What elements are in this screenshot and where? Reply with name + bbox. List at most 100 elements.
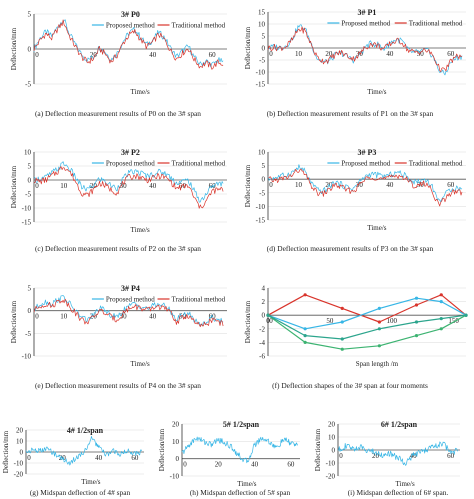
y-tick-label: -2	[259, 325, 265, 333]
data-point	[439, 300, 443, 304]
y-tick-label: 5	[262, 33, 266, 41]
data-point	[414, 303, 419, 307]
y-tick-label: 0	[28, 307, 32, 315]
x-axis-label: Time/s	[131, 226, 150, 234]
series-line-2	[33, 166, 224, 209]
x-axis-label: Time/s	[367, 88, 386, 96]
data-point	[377, 344, 381, 348]
data-point	[340, 347, 344, 351]
panel-title: 4# 1/2span	[67, 426, 104, 435]
legend-entry-traditional: Traditional method	[172, 296, 226, 304]
y-tick-label: -10	[170, 473, 180, 481]
y-tick-label: 5	[28, 163, 32, 171]
y-tick-label: 0	[262, 45, 266, 53]
y-tick-label: 0	[332, 447, 336, 455]
data-point	[377, 320, 381, 324]
y-tick-label: -15	[22, 219, 32, 227]
y-tick-label: -5	[25, 330, 31, 338]
y-tick-label: -5	[259, 57, 265, 65]
series-line-2	[267, 297, 467, 330]
x-tick-label: 60	[209, 51, 217, 59]
panel-title: 3# P3	[358, 148, 377, 157]
y-tick-label: 0	[176, 455, 180, 463]
data-point	[303, 340, 307, 344]
y-axis-label: Deflection/mm	[10, 165, 18, 208]
series-line-1	[33, 161, 224, 203]
panel-caption: (a) Deflection measurement results of P0…	[35, 109, 201, 118]
x-tick-label: 0	[183, 461, 187, 469]
x-tick-label: 0	[339, 452, 343, 460]
x-axis-label: Time/s	[131, 360, 150, 368]
panel-title: 6# 1/2span	[381, 420, 418, 429]
y-tick-label: 10	[258, 149, 266, 157]
series-line-2	[33, 19, 224, 70]
panel-caption: (h) Midspan deflection of 5# span	[190, 488, 291, 497]
chart-panel-2: -15 -10 -5 0 5 10 15 10 20 30 40 50 60 0 Time/s Deflect…	[244, 8, 466, 118]
y-tick-label: 5	[262, 162, 266, 170]
data-point	[303, 327, 307, 331]
legend-entry-proposed: Proposed method	[341, 20, 390, 28]
series-line-2	[267, 26, 463, 73]
y-tick-label: 10	[16, 438, 24, 446]
x-tick-label: 50	[326, 317, 334, 325]
data-point	[340, 320, 344, 324]
x-tick-label: 10	[60, 182, 68, 190]
x-tick-label: 50	[417, 181, 425, 189]
x-tick-label: 0	[266, 317, 270, 325]
data-point	[439, 327, 443, 331]
y-tick-label: 10	[258, 21, 266, 29]
y-tick-label: -5	[25, 191, 31, 199]
series-line-2	[268, 168, 463, 207]
x-tick-label: 40	[149, 182, 157, 190]
panel-caption: (g) Midspan deflection of 4# span	[30, 488, 131, 497]
data-point	[303, 293, 307, 297]
x-tick-label: 40	[95, 454, 103, 462]
legend-entry-proposed: Proposed method	[106, 296, 155, 304]
x-tick-label: 60	[287, 461, 295, 469]
y-axis-label: Deflection/mm	[10, 27, 18, 70]
y-axis-label: Deflection/mm	[314, 428, 322, 471]
x-tick-label: 10	[295, 181, 303, 189]
x-tick-label: 30	[356, 181, 364, 189]
y-tick-label: 0	[262, 176, 266, 184]
y-tick-label: 10	[328, 434, 336, 442]
x-tick-label: 60	[447, 452, 455, 460]
legend-entry-traditional: Traditional method	[409, 20, 463, 28]
x-tick-label: 40	[149, 51, 157, 59]
x-tick-label: 40	[410, 452, 418, 460]
y-axis-label: Deflection/mm	[244, 300, 252, 343]
x-tick-label: 20	[325, 50, 333, 58]
y-tick-label: -10	[22, 353, 32, 361]
y-tick-label: -20	[14, 471, 24, 479]
y-axis-label: Deflection/mm	[158, 428, 166, 471]
data-point	[340, 337, 344, 341]
series-line-1	[181, 436, 298, 464]
x-tick-label: 20	[372, 452, 380, 460]
x-tick-label: 20	[215, 461, 223, 469]
panel-title: 5# 1/2span	[223, 420, 260, 429]
x-tick-label: 0	[269, 317, 273, 325]
x-tick-label: 30	[120, 313, 128, 321]
x-tick-label: 30	[356, 50, 364, 58]
x-tick-label: 50	[417, 50, 425, 58]
x-axis-label: Time/s	[367, 224, 386, 232]
y-axis-label: Deflection/mm	[2, 430, 10, 473]
y-tick-label: 2	[262, 298, 266, 306]
y-tick-label: -10	[256, 203, 266, 211]
legend-entry-traditional: Traditional method	[409, 160, 463, 168]
x-tick-label: 100	[387, 317, 398, 325]
y-tick-label: 20	[328, 421, 336, 429]
y-tick-label: 20	[16, 427, 24, 435]
data-point	[266, 313, 270, 317]
panel-caption: (b) Deflection measurement results of P1…	[267, 109, 434, 118]
x-tick-label: 0	[35, 51, 39, 59]
chart-panel-1: -5 0 5 20 40 60 0 Time/s Deflection/mm 3# P0 Propo…	[10, 10, 227, 118]
series-line-2	[33, 298, 224, 328]
panel-caption: (i) Midspan deflection of 6# span.	[348, 488, 449, 497]
y-tick-label: 5	[28, 11, 32, 19]
legend-entry-proposed: Proposed method	[106, 160, 155, 168]
